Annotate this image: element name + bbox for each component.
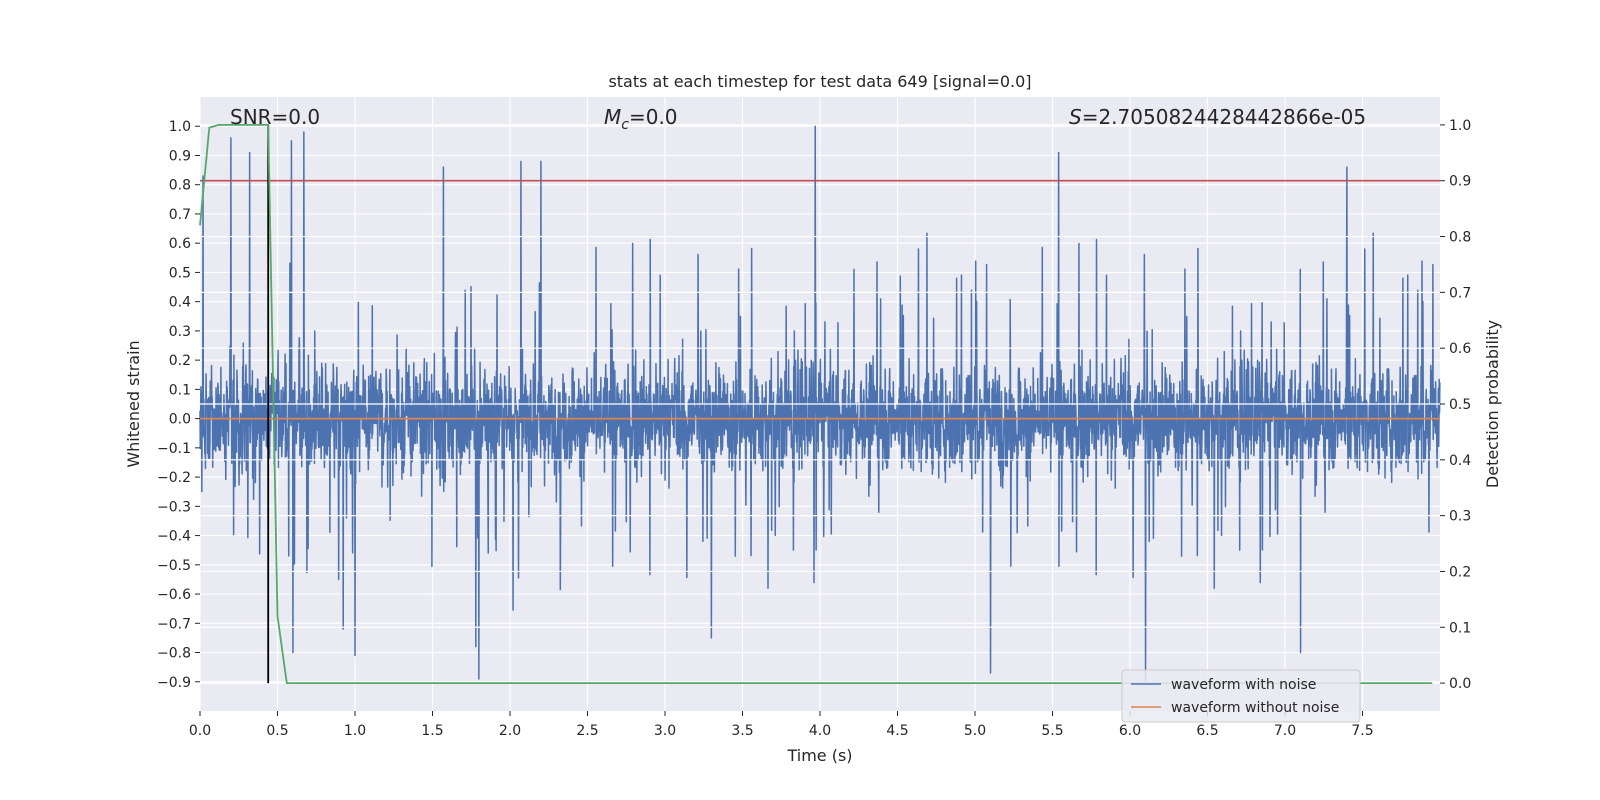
y-tick-label-left: 0.3 xyxy=(169,324,191,340)
y-tick-label-left: 0.8 xyxy=(169,178,191,194)
y-tick-label-left: 0.9 xyxy=(169,148,191,164)
y-tick-label-left: −0.6 xyxy=(157,587,191,603)
annotation-s-value: =2.7050824428442866e-05 xyxy=(1082,105,1366,129)
y-tick-label-left: −0.1 xyxy=(157,441,191,457)
y-tick-label-right: 0.3 xyxy=(1449,509,1471,525)
overlay-series xyxy=(199,124,1440,684)
y-tick-label-right: 0.9 xyxy=(1449,174,1471,190)
x-tick-label: 5.0 xyxy=(964,723,986,739)
legend: waveform with noise waveform without noi… xyxy=(1121,669,1361,723)
y-tick-label-left: −0.5 xyxy=(157,558,191,574)
x-tick-label: 1.0 xyxy=(344,723,366,739)
y-axis-title-right: Detection probability xyxy=(1483,320,1502,488)
x-tick-label: 3.5 xyxy=(731,723,753,739)
x-tick-label: 0.5 xyxy=(266,723,288,739)
y-tick-label-right: 0.2 xyxy=(1449,564,1471,580)
chart-title: stats at each timestep for test data 649… xyxy=(608,72,1031,91)
x-tick-label: 6.5 xyxy=(1196,723,1218,739)
y-axis-title-left: Whitened strain xyxy=(124,340,143,467)
y-tick-label-left: 0.4 xyxy=(169,295,191,311)
y-tick-label-left: 0.5 xyxy=(169,265,191,281)
y-tick-label-right: 0.5 xyxy=(1449,397,1471,413)
y-tick-label-right: 1.0 xyxy=(1449,118,1471,134)
y-tick-label-left: −0.4 xyxy=(157,529,191,545)
legend-box xyxy=(1121,669,1361,723)
x-axis-title: Time (s) xyxy=(786,746,852,765)
y-tick-label-left: −0.8 xyxy=(157,646,191,662)
x-tick-label: 0.0 xyxy=(189,723,211,739)
y-tick-label-left: 0.2 xyxy=(169,353,191,369)
annotation-chirp-mass-value: =0.0 xyxy=(629,105,678,129)
legend-label-noise: waveform with noise xyxy=(1171,677,1316,693)
y-tick-label-right: 0.4 xyxy=(1449,453,1471,469)
y-tick-label-right: 0.8 xyxy=(1449,230,1471,246)
x-tick-label: 7.0 xyxy=(1274,723,1296,739)
y-tick-label-left: −0.2 xyxy=(157,470,191,486)
y-tick-label-right: 0.1 xyxy=(1449,620,1471,636)
annotation-chirp-mass: Mc=0.0 xyxy=(604,105,678,133)
legend-label-clean: waveform without noise xyxy=(1171,700,1339,716)
annotation-s: S=2.7050824428442866e-05 xyxy=(1069,105,1366,129)
y-tick-label-left: −0.7 xyxy=(157,616,191,632)
x-tick-label: 4.5 xyxy=(886,723,908,739)
x-tick-label: 5.5 xyxy=(1041,723,1063,739)
y-tick-label-left: 0.6 xyxy=(169,236,191,252)
x-tick-label: 2.5 xyxy=(576,723,598,739)
y-tick-label-left: 0.0 xyxy=(169,412,191,428)
y-tick-label-left: 0.7 xyxy=(169,207,191,223)
x-tick-label: 7.5 xyxy=(1351,723,1373,739)
y-tick-label-left: 1.0 xyxy=(169,119,191,135)
y-tick-label-left: −0.9 xyxy=(157,675,191,691)
y-tick-label-right: 0.7 xyxy=(1449,285,1471,301)
x-tick-label: 4.0 xyxy=(809,723,831,739)
x-tick-label: 1.5 xyxy=(421,723,443,739)
x-tick-label: 3.0 xyxy=(654,723,676,739)
x-tick-label: 6.0 xyxy=(1119,723,1141,739)
y-tick-label-left: −0.3 xyxy=(157,499,191,515)
axes: 0.0 0.5 1.0 1.5 2.0 2.5 3.0 3.5 4.0 4.5 5.0 5.5 6.0 6… xyxy=(157,118,1471,739)
series-line-detection-probability xyxy=(199,124,1433,684)
annotation-chirp-mass-subscript: c xyxy=(621,117,629,133)
annotation-chirp-mass-symbol: M xyxy=(604,105,621,129)
y-tick-label-right: 0.6 xyxy=(1449,341,1471,357)
y-tick-label-left: 0.1 xyxy=(169,382,191,398)
x-tick-label: 2.0 xyxy=(499,723,521,739)
annotation-snr: SNR=0.0 xyxy=(230,105,320,129)
annotation-s-symbol: S xyxy=(1069,105,1082,129)
y-tick-label-right: 0.0 xyxy=(1449,676,1471,692)
